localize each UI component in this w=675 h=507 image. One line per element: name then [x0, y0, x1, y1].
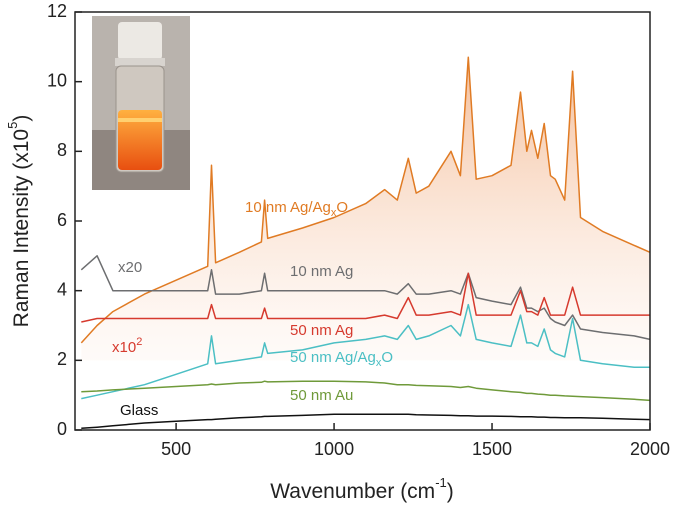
x-tick-label: 2000 [630, 439, 670, 459]
spectrum-line [80, 56, 651, 344]
inset-photo [92, 16, 190, 190]
y-tick-label: 12 [47, 1, 67, 21]
series-label: 10 nm Ag/AgxO [245, 199, 348, 219]
spectrum-line [81, 303, 650, 400]
series-label: 50 nm Ag/AgxO [290, 349, 393, 369]
y-tick-label: 6 [57, 210, 67, 230]
area-fill [81, 57, 651, 361]
series-label: 50 nm Ag [290, 322, 353, 339]
y-tick-label: 10 [47, 70, 67, 90]
y-tick-label: 0 [57, 419, 67, 439]
y-tick-label: 2 [57, 349, 67, 369]
spectrum-line [81, 380, 651, 402]
multiplier-label: x20 [118, 259, 142, 276]
spectrum-line [81, 272, 650, 323]
series-label: 10 nm Ag [290, 263, 353, 280]
spectrum-line [80, 255, 651, 341]
series-label: 50 nm Au [290, 387, 353, 404]
x-tick-label: 500 [161, 439, 191, 459]
y-tick-label: 4 [57, 279, 67, 299]
x-tick-label: 1500 [472, 439, 512, 459]
spectrum-line [81, 413, 651, 430]
series-label: Glass [120, 402, 158, 419]
y-tick-label: 8 [57, 140, 67, 160]
x-tick-label: 1000 [314, 439, 354, 459]
y-axis-title: Raman Intensity (x105) [5, 115, 32, 328]
multiplier-label: x102 [112, 336, 142, 356]
x-axis-title: Wavenumber (cm-1) [270, 475, 454, 502]
